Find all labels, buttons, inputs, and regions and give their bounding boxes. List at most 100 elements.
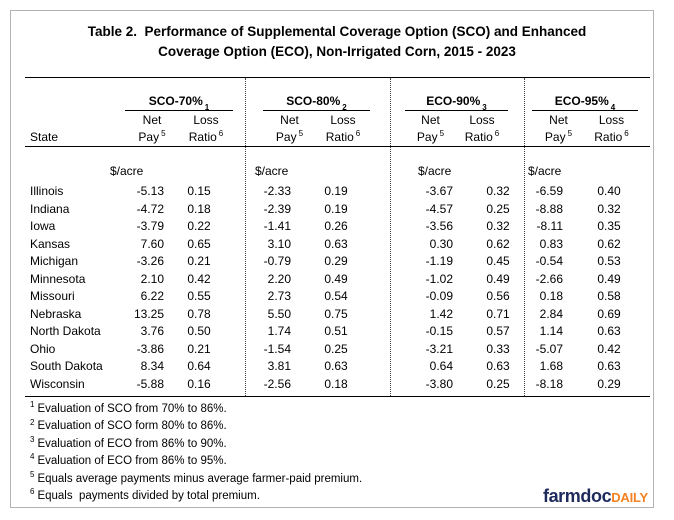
eco95-loss-ratio-cell: 0.69	[597, 306, 621, 321]
state-cell: Minnesota	[30, 271, 86, 286]
eco90-loss-ratio-cell: 0.49	[486, 271, 510, 286]
table-title: Table 2. Performance of Supplemental Cov…	[0, 22, 674, 62]
footnote-ref-5: 5	[439, 129, 445, 138]
eco90-loss-ratio-cell: 0.45	[486, 254, 510, 268]
sco80-net-pay-cell: -1.54	[263, 341, 291, 356]
net-header: Net	[280, 113, 299, 127]
footnote-text: Equals average payments minus average fa…	[37, 472, 363, 485]
farmdoc-daily-logo: farmdoc DAILY	[543, 486, 648, 507]
pay-label: Pay	[416, 130, 438, 144]
eco90-net-pay-cell: -0.15	[425, 324, 453, 338]
sco70-loss-ratio-cell: 0.65	[187, 236, 211, 251]
table-title-line2: Coverage Option (ECO), Non-Irrigated Cor…	[158, 44, 516, 59]
table-row: Illinois -5.13 0.15 -2.33 0.19 -3.67 0.3…	[25, 183, 650, 201]
sco80-loss-ratio-cell: 0.18	[324, 376, 348, 391]
eco95-loss-ratio-cell: 0.35	[597, 219, 621, 233]
footnote-1: 1 Evaluation of SCO from 70% to 86%.	[30, 401, 362, 418]
sco80-loss-ratio-cell: 0.25	[324, 341, 348, 356]
footnote-number: 3	[30, 434, 35, 444]
footnote-ref-6: 6	[494, 129, 500, 138]
footnote-number: 4	[30, 452, 35, 462]
group-header-sco80: SCO-80% 2	[263, 89, 370, 112]
table-row: South Dakota 8.34 0.64 3.81 0.63 0.64 0.…	[25, 358, 650, 376]
sco80-net-pay-cell: 3.81	[267, 359, 291, 373]
column-divider-3	[524, 78, 525, 396]
footnote-text: Evaluation of SCO from 70% to 86%.	[37, 403, 227, 415]
footnote-2: 2 Evaluation of SCO form 80% to 86%.	[30, 418, 362, 435]
sco80-loss-ratio-cell: 0.75	[324, 306, 348, 321]
eco90-loss-ratio-cell: 0.57	[486, 324, 510, 338]
header-rule	[25, 146, 650, 147]
sco70-net-pay-cell: -4.72	[136, 201, 164, 216]
eco95-net-pay-cell: -5.07	[535, 341, 563, 356]
eco95-net-pay-cell: 0.18	[539, 289, 563, 303]
sco70-loss-ratio-cell: 0.50	[187, 324, 211, 338]
group-header-eco95: ECO-95% 4	[532, 89, 638, 112]
sco80-net-pay-cell: 2.73	[267, 289, 291, 303]
sco80-loss-ratio-cell: 0.63	[324, 359, 348, 373]
footnote-3: 3 Evaluation of ECO from 86% to 90%.	[30, 434, 362, 453]
table-row: Kansas 7.60 0.65 3.10 0.63 0.30 0.62 0.8…	[25, 236, 650, 254]
group-label: SCO-70%	[148, 94, 203, 108]
ratio-label: Ratio	[594, 130, 623, 144]
sco80-net-pay-cell: 5.50	[267, 306, 291, 321]
sco70-loss-ratio-cell: 0.21	[187, 254, 211, 268]
group-label: SCO-80%	[286, 94, 341, 108]
sco80-loss-ratio-cell: 0.54	[324, 289, 348, 303]
sco80-net-pay-cell: -1.41	[263, 219, 291, 233]
sco70-net-pay-cell: -5.13	[136, 184, 164, 198]
net-header: Net	[142, 113, 162, 127]
sco70-net-pay-cell: -3.79	[136, 219, 164, 233]
sco70-loss-ratio-cell: 0.42	[187, 271, 211, 286]
state-cell: Illinois	[30, 184, 64, 198]
eco90-loss-ratio-cell: 0.32	[486, 219, 510, 233]
logo-daily: DAILY	[611, 490, 648, 505]
eco90-loss-ratio-cell: 0.62	[486, 236, 510, 251]
eco95-net-pay-cell: -8.11	[536, 219, 563, 233]
table-row: Nebraska 13.25 0.78 5.50 0.75 1.42 0.71 …	[25, 306, 650, 324]
eco95-net-pay-cell: -0.54	[535, 254, 563, 268]
pay-header: Pay 5	[532, 130, 585, 145]
eco95-net-pay-cell: 2.84	[539, 306, 563, 321]
ratio-header: Ratio 6	[179, 130, 233, 145]
eco90-net-pay-cell: 1.42	[429, 306, 453, 321]
eco95-net-pay-cell: -8.18	[535, 376, 563, 391]
eco90-loss-ratio-cell: 0.33	[486, 341, 510, 356]
sco70-net-pay-cell: 3.76	[140, 324, 164, 338]
eco90-loss-ratio-cell: 0.32	[486, 184, 510, 198]
pay-label: Pay	[275, 130, 297, 144]
state-cell: South Dakota	[30, 359, 103, 373]
sco70-loss-ratio-cell: 0.22	[187, 219, 211, 233]
eco95-net-pay-cell: -8.88	[535, 201, 563, 216]
eco90-net-pay-cell: -0.09	[425, 289, 453, 303]
eco95-loss-ratio-cell: 0.32	[597, 201, 621, 216]
table-row: Wisconsin -5.88 0.16 -2.56 0.18 -3.80 0.…	[25, 376, 650, 394]
sco70-net-pay-cell: 7.60	[140, 236, 164, 251]
eco90-net-pay-cell: -3.56	[425, 219, 453, 233]
column-divider-2	[390, 78, 391, 396]
pay-label: Pay	[544, 130, 566, 144]
sco80-net-pay-cell: -0.79	[263, 254, 291, 268]
eco90-net-pay-cell: -1.02	[425, 271, 453, 286]
eco90-net-pay-cell: 0.64	[429, 359, 453, 373]
sco80-loss-ratio-cell: 0.49	[324, 271, 348, 286]
eco95-loss-ratio-cell: 0.40	[597, 184, 621, 198]
sco80-loss-ratio-cell: 0.63	[324, 236, 348, 251]
sco70-loss-ratio-cell: 0.18	[187, 201, 211, 216]
sco80-loss-ratio-cell: 0.19	[324, 201, 348, 216]
state-cell: Kansas	[30, 236, 71, 251]
ratio-header: Ratio 6	[585, 130, 638, 145]
loss-header: Loss	[469, 113, 495, 127]
table: SCO-70% 1 SCO-80% 2 ECO-90% 3 ECO-95% 4 Net …	[25, 0, 650, 520]
sco70-net-pay-cell: 13.25	[133, 306, 164, 321]
state-cell: Iowa	[30, 219, 56, 233]
table-row: North Dakota 3.76 0.50 1.74 0.51 -0.15 0…	[25, 323, 650, 341]
unit-label: $/acre	[255, 164, 289, 178]
sco80-net-pay-cell: 1.74	[267, 324, 291, 338]
eco90-net-pay-cell: -3.80	[425, 376, 453, 391]
unit-label: $/acre	[418, 164, 452, 178]
net-header: Net	[421, 113, 440, 127]
unit-label: $/acre	[528, 164, 562, 178]
sco70-loss-ratio-cell: 0.55	[187, 289, 211, 303]
state-column-header: State	[30, 130, 59, 144]
